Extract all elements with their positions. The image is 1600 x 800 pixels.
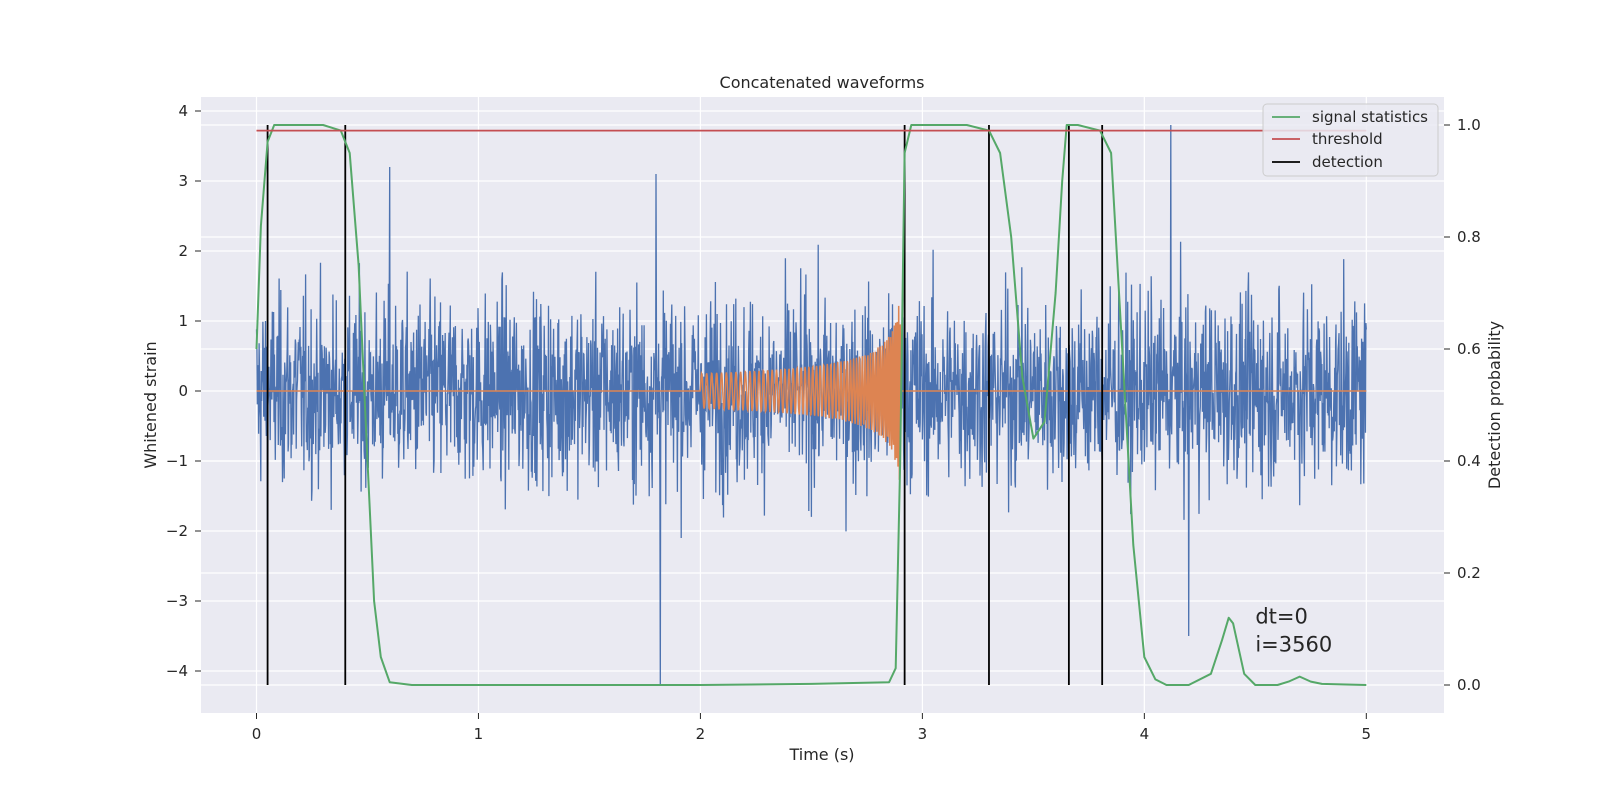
y-axis-label: Whitened strain [141, 341, 160, 468]
legend: signal statistics threshold detection [1262, 103, 1439, 177]
y-tick-label: 1 [178, 312, 188, 330]
y-tick-label: −4 [166, 662, 188, 680]
y-axis-ticks: −4 −3 −2 −1 0 1 2 3 4 [166, 102, 201, 680]
legend-label-threshold: threshold [1312, 130, 1383, 148]
y-right-tick-label: 0.8 [1457, 228, 1481, 246]
y-tick-label: −3 [166, 592, 188, 610]
x-tick-label: 5 [1362, 725, 1372, 743]
signal-statistics-line [255, 124, 1367, 686]
y-right-tick-label: 1.0 [1457, 116, 1481, 134]
y-tick-label: −1 [166, 452, 188, 470]
x-tick-label: 3 [918, 725, 928, 743]
annotation-text: i=3560 [1255, 632, 1332, 656]
y-tick-label: 2 [178, 242, 188, 260]
legend-label-signal-statistics: signal statistics [1312, 108, 1428, 126]
x-axis-ticks: 0 1 2 3 4 5 [252, 713, 1371, 743]
template-series [256, 305, 1367, 480]
y-right-axis-ticks: 0.0 0.2 0.4 0.6 0.8 1.0 [1444, 116, 1481, 694]
annotation-text: dt=0 [1255, 604, 1308, 628]
y-tick-label: 4 [178, 102, 188, 120]
x-tick-label: 1 [474, 725, 484, 743]
x-tick-label: 4 [1140, 725, 1150, 743]
y-right-tick-label: 0.2 [1457, 564, 1481, 582]
strain-line [255, 124, 1367, 686]
signal-statistics-series [255, 124, 1367, 686]
x-tick-label: 2 [696, 725, 706, 743]
y-right-tick-label: 0.4 [1457, 452, 1481, 470]
legend-box [1262, 103, 1439, 177]
y-right-axis-label: Detection probability [1485, 321, 1504, 489]
strain-series [255, 124, 1367, 686]
y-tick-label: −2 [166, 522, 188, 540]
y-tick-label: 3 [178, 172, 188, 190]
template-line [256, 305, 1367, 480]
chart-title: Concatenated waveforms [720, 73, 925, 92]
y-right-tick-label: 0.6 [1457, 340, 1481, 358]
y-tick-label: 0 [178, 382, 188, 400]
annotations: dt=0 i=3560 [1255, 604, 1332, 656]
y-right-tick-label: 0.0 [1457, 676, 1481, 694]
x-axis-label: Time (s) [788, 745, 854, 764]
legend-label-detection: detection [1312, 153, 1383, 171]
x-tick-label: 0 [252, 725, 262, 743]
